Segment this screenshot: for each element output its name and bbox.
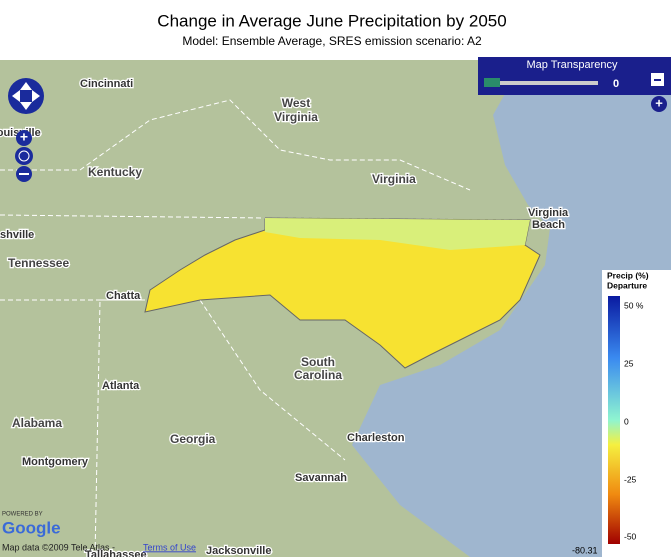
- border: [199, 299, 346, 461]
- place: Beach: [532, 219, 565, 231]
- legend: Precip (%) Departure 50 % 25 0 -25 -50: [602, 270, 671, 557]
- border: [0, 299, 145, 557]
- legend-tick: -50: [624, 531, 637, 541]
- legend-tick: 50 %: [624, 300, 644, 310]
- subtitle: Model: Ensemble Average, SRES emission s…: [182, 34, 482, 48]
- colorbar: [608, 296, 620, 544]
- place: Montgomery: [22, 456, 89, 468]
- place: Alabama: [12, 416, 62, 430]
- shape: [654, 79, 661, 81]
- legend-tick: 0: [624, 416, 629, 426]
- place: Chatta: [106, 290, 141, 302]
- place: South: [301, 355, 335, 369]
- shape: [484, 81, 598, 85]
- shape: [20, 102, 32, 110]
- terms-link[interactable]: Terms of Use: [143, 542, 196, 552]
- legend-subtitle: Departure: [607, 280, 647, 290]
- map[interactable]: Cincinnati Louisville West Virginia Kent…: [0, 60, 671, 557]
- panel-title: Map Transparency: [526, 59, 618, 71]
- transparency-panel[interactable]: Map Transparency 0 +: [478, 57, 671, 112]
- shape: [16, 130, 32, 146]
- place: Tallahassee: [85, 549, 147, 557]
- shape: [32, 90, 40, 102]
- border: [0, 99, 471, 191]
- nav-control[interactable]: +: [8, 78, 44, 182]
- shape: [20, 82, 32, 90]
- shape: [15, 147, 33, 165]
- place: Virginia: [372, 172, 416, 186]
- place: Nashville: [0, 229, 34, 241]
- attribution: Map data ©2009 Tele Atlas -: [2, 542, 115, 552]
- title: Change in Average June Precipitation by …: [157, 11, 506, 30]
- place: Jacksonville: [206, 545, 271, 557]
- shape: [12, 90, 20, 102]
- place: Georgia: [170, 432, 216, 446]
- coordinate: -80.31: [572, 545, 598, 555]
- shape: +: [20, 129, 28, 145]
- panel-value: 0: [613, 78, 619, 90]
- shape: [478, 57, 671, 95]
- place: Kentucky: [88, 165, 142, 179]
- ocean: [352, 60, 671, 557]
- place: Virginia: [528, 207, 569, 219]
- shape: +: [655, 95, 663, 110]
- shape: [651, 96, 667, 112]
- shape: [18, 150, 30, 162]
- place: Savannah: [295, 472, 347, 484]
- place: Tennessee: [8, 256, 69, 270]
- shape: [484, 78, 500, 87]
- shape: [19, 173, 29, 175]
- nc-north-band: [265, 218, 530, 250]
- legend-tick: 25: [624, 358, 634, 368]
- nc-precip: [144, 217, 541, 369]
- place: Carolina: [294, 368, 342, 382]
- brand: Google: [2, 518, 61, 537]
- place: Cincinnati: [80, 78, 133, 90]
- place: Atlanta: [102, 380, 140, 392]
- legend-tick: -25: [624, 474, 637, 484]
- place: Virginia: [274, 110, 318, 124]
- shape: [8, 78, 44, 114]
- place: West: [282, 96, 310, 110]
- place: Charleston: [347, 432, 405, 444]
- powered: POWERED BY: [2, 512, 43, 518]
- legend-title: Precip (%): [607, 270, 649, 280]
